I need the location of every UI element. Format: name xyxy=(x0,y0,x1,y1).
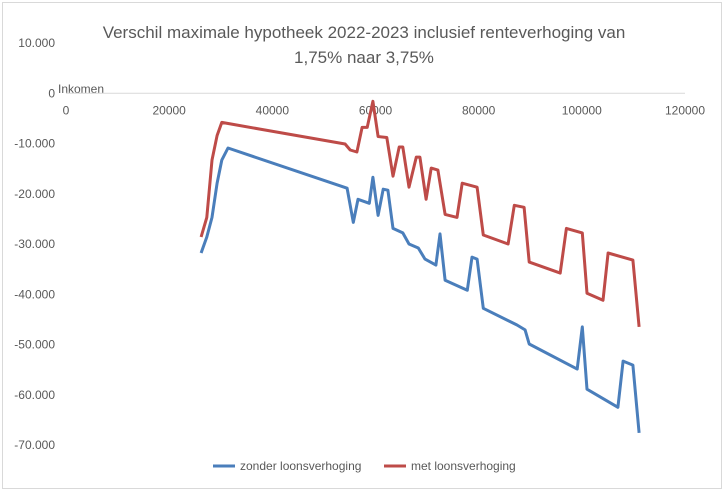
x-tick-label: 100000 xyxy=(562,103,602,117)
x-tick-label: 20000 xyxy=(152,103,186,117)
x-tick-label: 120000 xyxy=(665,103,705,117)
y-tick-label: -60.000 xyxy=(14,388,55,402)
x-tick-label: 0 xyxy=(63,103,70,117)
x-axis-label: Inkomen xyxy=(58,82,104,96)
series-line-met-loonsverhoging xyxy=(199,99,641,328)
chart-frame xyxy=(2,2,722,489)
legend-label: met loonsverhoging xyxy=(411,459,516,473)
y-tick-label: 10.000 xyxy=(18,36,55,50)
x-tick-label: 40000 xyxy=(256,103,290,117)
y-tick-label: -70.000 xyxy=(14,438,55,452)
y-tick-label: -10.000 xyxy=(14,137,55,151)
legend-label: zonder loonsverhoging xyxy=(240,459,361,473)
y-tick-label: -20.000 xyxy=(14,187,55,201)
y-tick-label: -50.000 xyxy=(14,338,55,352)
chart-title-line-1: Verschil maximale hypotheek 2022-2023 in… xyxy=(103,23,626,42)
chart-title-line-2: 1,75% naar 3,75% xyxy=(294,48,434,67)
y-tick-label: -40.000 xyxy=(14,287,55,301)
y-tick-label: 0 xyxy=(48,86,55,100)
series-line-zonder-loonsverhoging xyxy=(199,146,641,434)
y-tick-label: -30.000 xyxy=(14,237,55,251)
x-tick-label: 80000 xyxy=(462,103,496,117)
